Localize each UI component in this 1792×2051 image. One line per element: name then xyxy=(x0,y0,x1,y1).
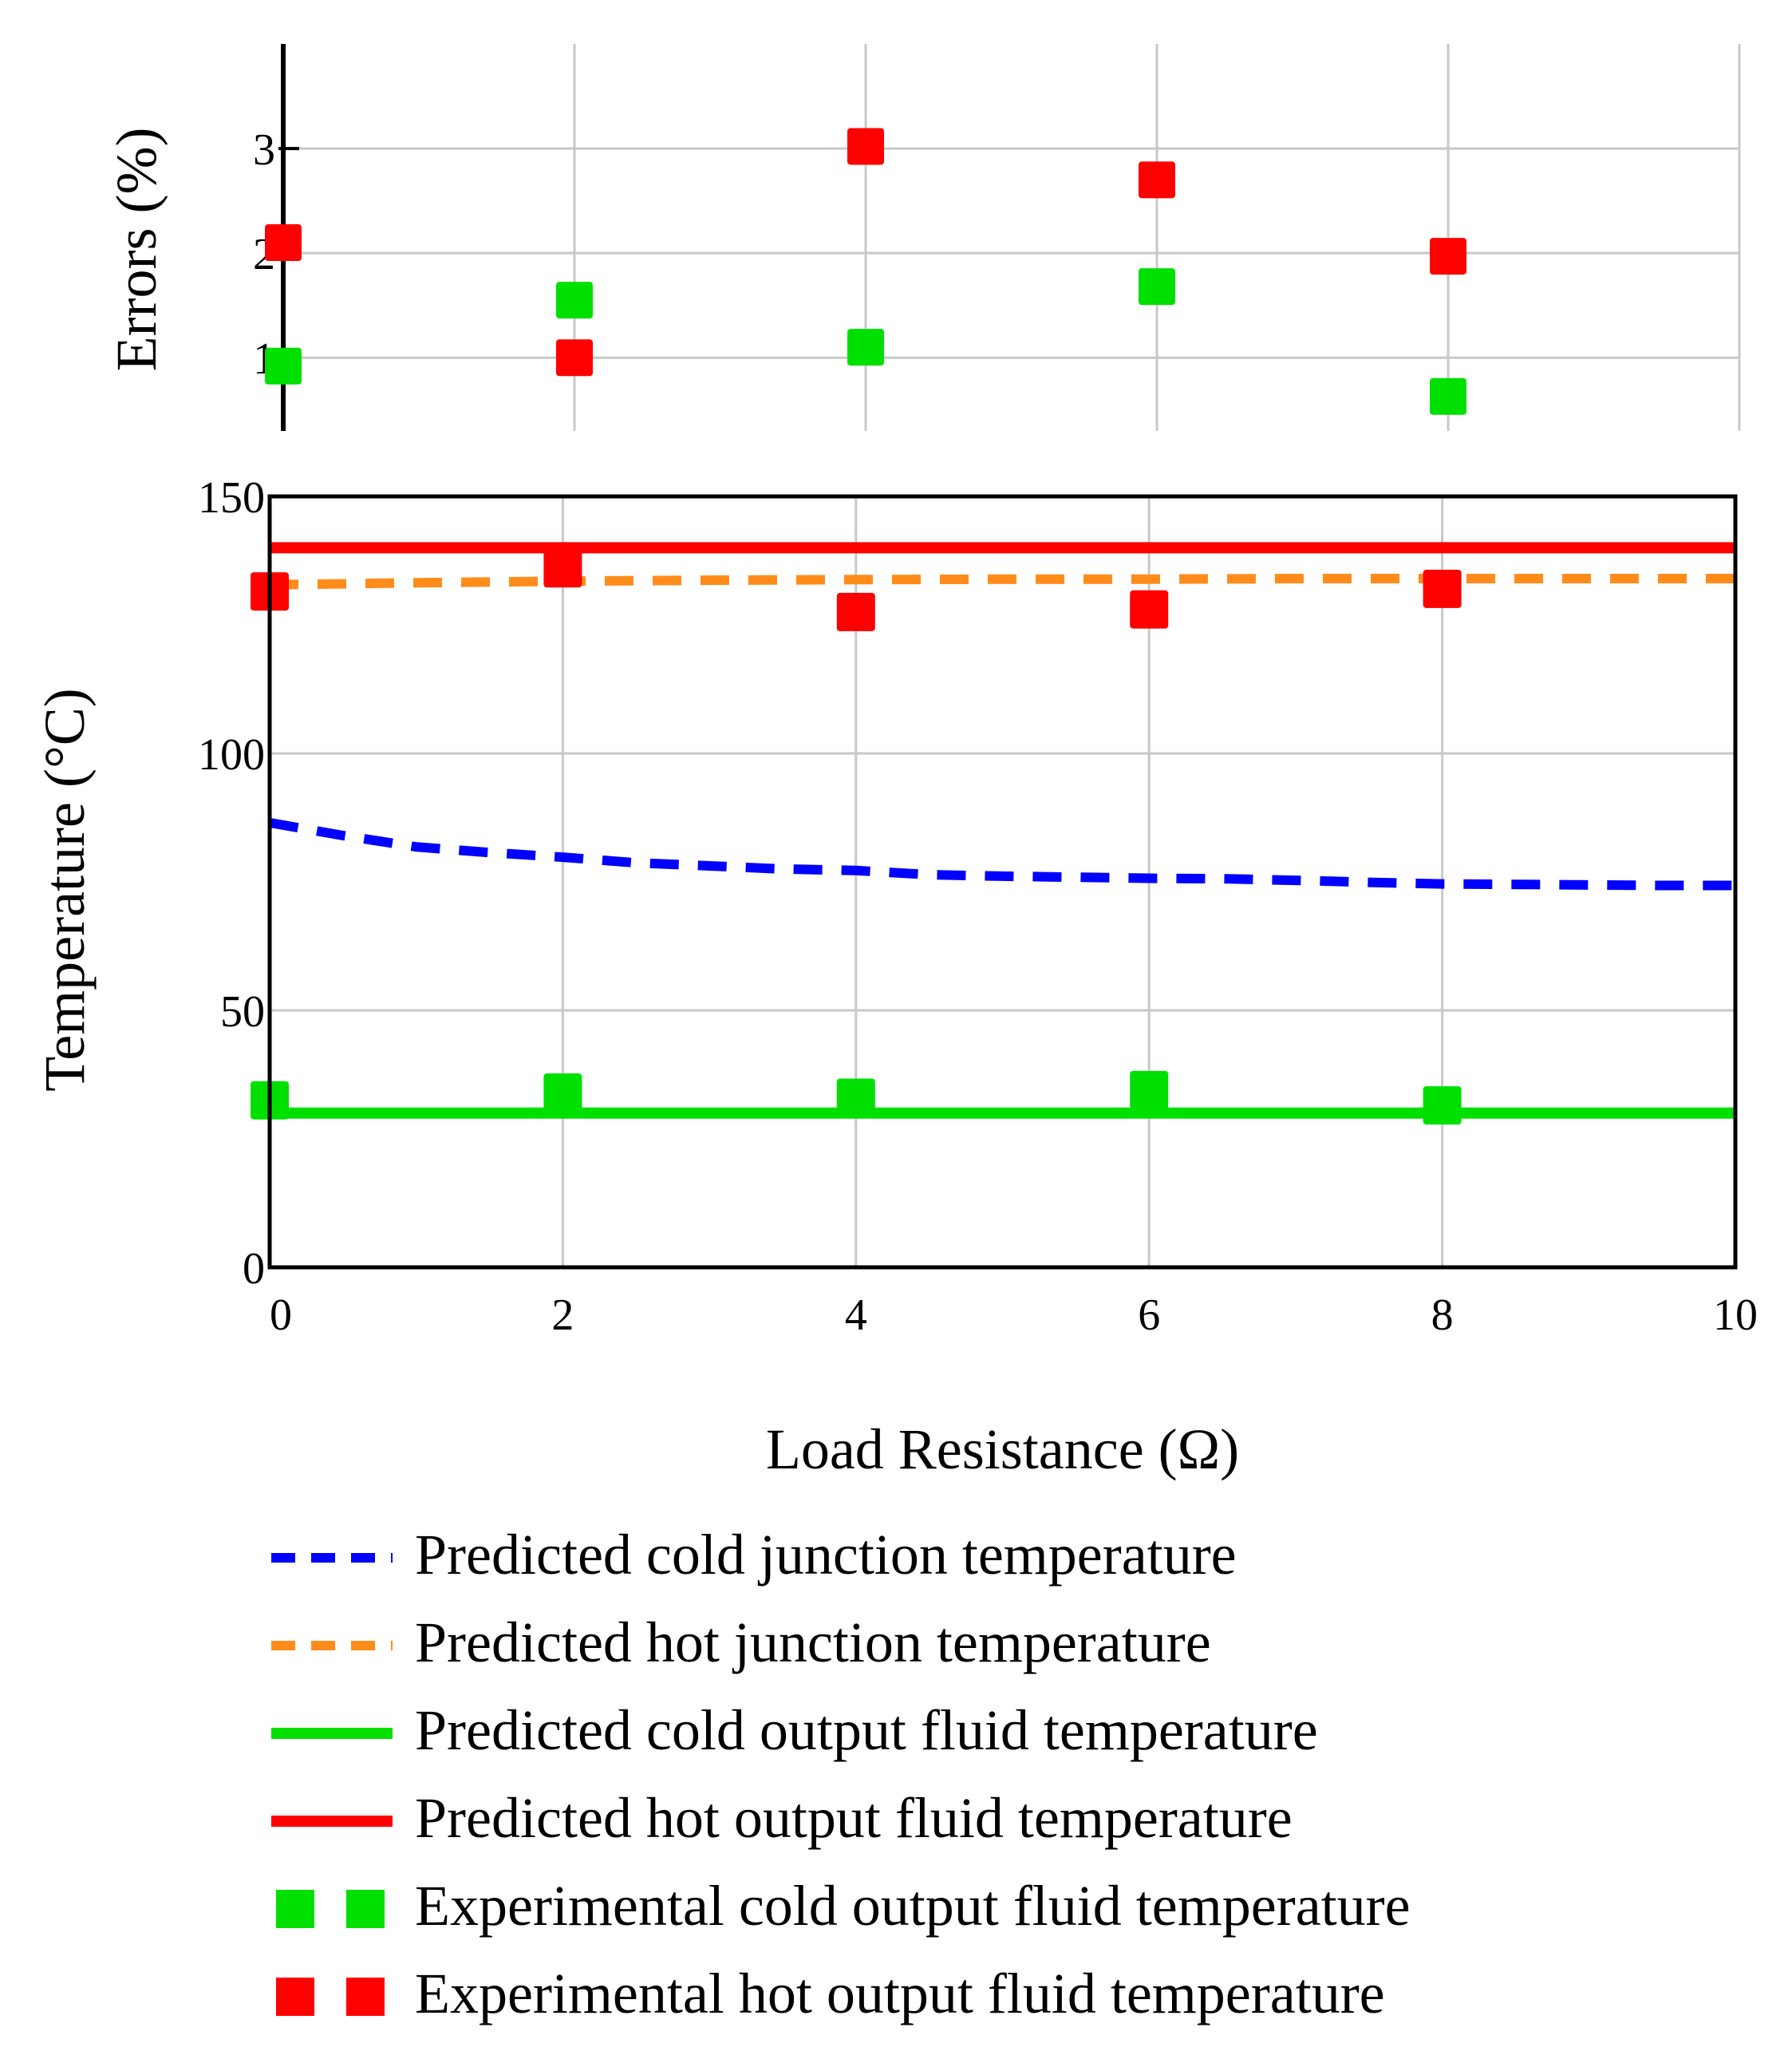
legend-marker-swatch xyxy=(346,1978,385,2016)
experimental-cold-marker xyxy=(1130,1070,1169,1109)
experimental-cold-marker xyxy=(543,1073,582,1112)
temperature-y-tick-label: 0 xyxy=(243,1244,265,1294)
experimental-cold-marker xyxy=(836,1078,875,1117)
errors-y-axis-label: Errors (%) xyxy=(105,128,168,372)
experimental-hot-marker xyxy=(836,592,875,631)
temperature-chart: 0 50 100 150 0 2 4 6 8 10 Temperature (°C) Load R… xyxy=(33,473,1758,1481)
cold-junction-line xyxy=(268,817,1735,891)
legend-item: Predicted hot junction temperature xyxy=(271,1610,1211,1674)
legend-label: Experimental cold output fluid temperatu… xyxy=(415,1874,1411,1938)
experimental-cold-marker xyxy=(1423,1086,1462,1125)
x-tick-label: 6 xyxy=(1138,1290,1160,1340)
errors-hot-marker xyxy=(1430,238,1466,275)
errors-hot-marker xyxy=(847,128,884,165)
legend-marker-swatch xyxy=(276,1978,314,2016)
errors-grid xyxy=(283,44,1741,431)
legend-item: Predicted cold junction temperature xyxy=(271,1523,1237,1587)
errors-cold-marker xyxy=(1430,377,1466,415)
errors-hot-marker xyxy=(556,339,593,377)
temperature-y-tick-label: 50 xyxy=(220,987,265,1037)
errors-cold-marker xyxy=(265,347,302,385)
errors-cold-marker xyxy=(556,282,593,319)
legend-marker-swatch xyxy=(276,1890,314,1928)
legend-item: Predicted cold output fluid temperature xyxy=(271,1698,1318,1762)
temperature-y-axis-label: Temperature (°C) xyxy=(33,688,97,1092)
temperature-plot-frame xyxy=(267,494,1738,1270)
legend-label: Predicted hot junction temperature xyxy=(415,1610,1211,1674)
temperature-tick-labels: 0 50 100 150 0 2 4 6 8 10 xyxy=(198,473,1758,1340)
legend: Predicted cold junction temperature Predi… xyxy=(271,1523,1411,2025)
x-tick-label: 0 xyxy=(270,1290,292,1340)
temperature-lines xyxy=(268,542,1735,1119)
legend-marker-swatch xyxy=(346,1890,385,1928)
errors-cold-marker xyxy=(1139,268,1175,306)
legend-label: Predicted cold output fluid temperature xyxy=(415,1698,1318,1762)
legend-label: Predicted hot output fluid temperature xyxy=(415,1786,1293,1850)
temperature-y-tick-label: 150 xyxy=(198,473,265,523)
errors-chart: 123 Errors (%) xyxy=(105,44,1741,431)
x-tick-label: 2 xyxy=(551,1290,574,1340)
legend-item: Experimental hot output fluid temperatur… xyxy=(276,1962,1385,2025)
x-axis-label: Load Resistance (Ω) xyxy=(766,1417,1239,1481)
legend-item: Experimental cold output fluid temperatu… xyxy=(276,1874,1411,1938)
legend-label: Predicted cold junction temperature xyxy=(415,1523,1237,1587)
x-tick-label: 8 xyxy=(1431,1290,1454,1340)
hot-junction-line xyxy=(269,574,1735,590)
legend-label: Experimental hot output fluid temperatur… xyxy=(415,1962,1385,2025)
experimental-hot-marker xyxy=(1130,590,1169,629)
experimental-hot-marker xyxy=(543,549,582,588)
errors-hot-marker xyxy=(1139,161,1175,199)
x-tick-label: 4 xyxy=(845,1290,867,1340)
errors-cold-marker xyxy=(847,329,884,366)
temperature-y-tick-label: 100 xyxy=(198,730,265,780)
x-tick-label: 10 xyxy=(1713,1290,1758,1340)
errors-y-tick-label: 3 xyxy=(253,125,275,175)
experimental-hot-marker xyxy=(1423,569,1462,608)
errors-markers xyxy=(265,128,1466,415)
legend-item: Predicted hot output fluid temperature xyxy=(271,1786,1293,1850)
errors-hot-marker xyxy=(265,224,302,262)
